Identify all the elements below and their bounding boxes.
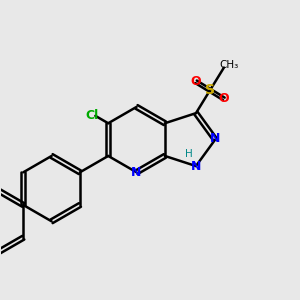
- Text: N: N: [210, 132, 220, 145]
- Text: CH₃: CH₃: [220, 60, 239, 70]
- Text: N: N: [191, 160, 201, 172]
- Text: O: O: [219, 92, 229, 105]
- Text: H: H: [185, 149, 193, 160]
- Text: N: N: [131, 166, 142, 179]
- Text: S: S: [205, 83, 215, 97]
- Text: Cl: Cl: [85, 109, 98, 122]
- Text: O: O: [191, 75, 201, 88]
